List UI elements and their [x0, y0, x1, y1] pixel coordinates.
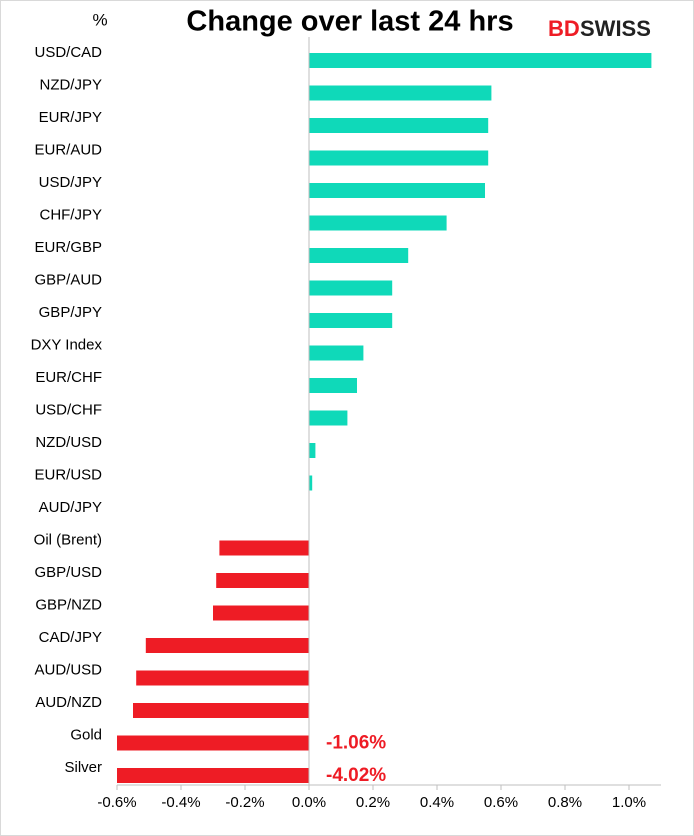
bar [309, 150, 489, 166]
x-tick-label: 0.4% [420, 794, 454, 811]
y-tick-label: NZD/USD [35, 434, 102, 451]
y-tick-label: AUD/JPY [39, 499, 102, 516]
y-tick-label: GBP/USD [34, 564, 102, 581]
bar [309, 118, 489, 133]
bar [309, 475, 313, 491]
bar [213, 605, 309, 621]
bar [309, 215, 447, 231]
logo-bd: BD [548, 16, 580, 41]
bar [309, 313, 393, 328]
bar [309, 53, 652, 68]
bar [117, 768, 309, 783]
y-tick-label: USD/CAD [34, 44, 102, 61]
bar [309, 85, 492, 101]
bar [309, 345, 364, 361]
bar [309, 280, 393, 296]
bar [136, 670, 309, 686]
y-tick-label: Oil (Brent) [34, 531, 102, 548]
y-tick-label: USD/CHF [35, 401, 102, 418]
bar [216, 573, 309, 588]
unit-label: % [92, 10, 107, 29]
bar [309, 378, 357, 393]
y-tick-label: GBP/NZD [35, 596, 102, 613]
y-tick-label: CHF/JPY [39, 206, 102, 223]
x-tick-label: 0.8% [548, 794, 582, 811]
data-label: -1.06% [326, 733, 386, 754]
bar [309, 443, 316, 458]
y-tick-label: AUD/USD [34, 661, 102, 678]
y-tick-label: USD/JPY [39, 174, 102, 191]
y-tick-label: Gold [70, 726, 102, 743]
x-tick-label: 1.0% [612, 794, 646, 811]
x-tick-label: -0.6% [97, 794, 136, 811]
y-tick-label: CAD/JPY [39, 629, 102, 646]
x-tick-label: 0.6% [484, 794, 518, 811]
bar [145, 638, 309, 653]
y-tick-label: Silver [64, 759, 102, 776]
y-tick-label: GBP/AUD [34, 271, 102, 288]
bar [309, 183, 485, 198]
x-tick-label: -0.4% [161, 794, 200, 811]
chart-title: Change over last 24 hrs [186, 6, 513, 38]
y-tick-label: EUR/USD [34, 466, 102, 483]
y-tick-label: EUR/GBP [34, 239, 102, 256]
y-tick-label: NZD/JPY [39, 76, 102, 93]
bar [309, 410, 348, 426]
y-tick-label: AUD/NZD [35, 694, 102, 711]
y-tick-label: DXY Index [31, 336, 103, 353]
bar [117, 735, 310, 751]
bar [133, 703, 309, 718]
x-tick-label: 0.0% [292, 794, 326, 811]
y-tick-label: EUR/JPY [39, 109, 102, 126]
x-tick-label: 0.2% [356, 794, 390, 811]
x-tick-label: -0.2% [225, 794, 264, 811]
y-tick-label: EUR/AUD [34, 141, 102, 158]
bar [309, 248, 409, 263]
data-label: -4.02% [326, 765, 386, 786]
logo-swiss: SWISS [580, 16, 651, 41]
y-tick-label: GBP/JPY [39, 304, 102, 321]
y-tick-label: EUR/CHF [35, 369, 102, 386]
bar [219, 540, 309, 556]
